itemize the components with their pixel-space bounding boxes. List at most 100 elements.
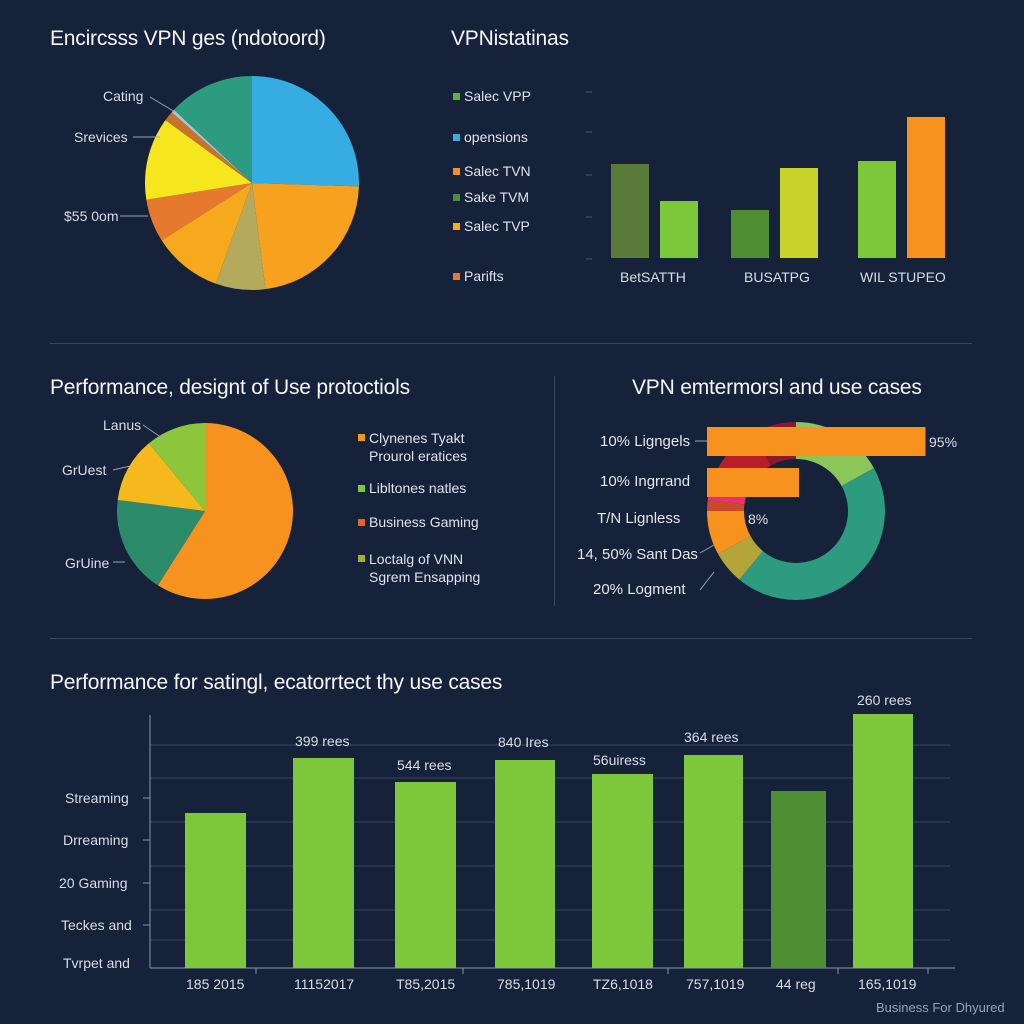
bar1-category-label: BetSATTH (620, 269, 686, 285)
bar1-bar (780, 168, 818, 258)
footer-brand: Business For Dhyured (876, 1000, 1005, 1015)
bar2-category-label: 11152017 (294, 976, 355, 992)
bar2-title: Performance for satingl, ecatorrtect thy… (50, 671, 503, 694)
bar1-title: VPNistatinas (451, 27, 569, 50)
pie1-title: Encircsss VPN ges (ndotoord) (50, 27, 326, 50)
bar1-legend-swatch (453, 222, 460, 230)
donut-bar-value-label: 95% (929, 434, 958, 450)
bar2-ytick-label: Tvrpet and (63, 955, 130, 971)
pie2-title: Performance, designt of Use protoctiols (50, 376, 410, 399)
bar2-data-label: 56uiress (593, 752, 646, 768)
bar1-legend-item: Parifts (453, 268, 504, 284)
pie2-slice (117, 443, 205, 511)
bar1-legend-swatch (453, 133, 460, 141)
donut-bar (707, 427, 926, 456)
section-vdivider (554, 376, 555, 606)
bar1-legend-swatch (453, 167, 460, 175)
bar2-bar (185, 813, 246, 968)
pie2-legend-swatch (358, 484, 365, 492)
pie2-slice (117, 499, 205, 586)
pie2-legend-item: Loctalg of VNN Sgrem Ensapping (358, 550, 480, 586)
bar1-legend-swatch (453, 92, 460, 100)
donut-slice (718, 536, 763, 580)
bar2-data-label: 840 Ires (498, 734, 549, 750)
bar2-ytick-label: Drreaming (63, 832, 129, 848)
pie2-legend-item: Business Gaming (358, 514, 479, 530)
section-divider (50, 343, 972, 344)
pie1-slice (146, 183, 252, 241)
pie2-legend-item: Libltones natles (358, 480, 466, 496)
donut-inner-label: 8% (748, 511, 769, 527)
bar1-bar (858, 161, 896, 258)
bar1-category-label: BUSATPG (744, 269, 810, 285)
bar2-bar (395, 782, 456, 968)
bar1-legend-item: Salec TVN (453, 163, 531, 179)
bar2-data-label: 364 rees (684, 729, 739, 745)
pie2-legend-swatch (358, 555, 365, 562)
bar2-category-label: 185 2015 (186, 976, 245, 992)
bar1-bar (731, 210, 769, 258)
bar1-bar (907, 117, 945, 258)
donut-leader-line (699, 571, 715, 591)
donut-slice (739, 468, 885, 600)
bar2-bar (293, 758, 354, 968)
pie2-label: Lanus (103, 417, 142, 433)
bar1-legend-item: Sake TVM (453, 189, 529, 205)
donut-slice (707, 499, 745, 511)
bar2-bar (592, 774, 653, 968)
donut-label: 10% Ligngels (600, 433, 691, 450)
donut-slice (707, 511, 751, 554)
bar1-bar (660, 201, 698, 258)
bar2-category-label: 44 reg (776, 976, 816, 992)
pie2-leader-line (112, 465, 131, 471)
bar2-category-label: 757,1019 (686, 976, 745, 992)
bar1-legend-swatch (453, 272, 460, 280)
bar2-category-label: 165,1019 (858, 976, 917, 992)
bar1-bar (611, 164, 649, 258)
pie1-slice (215, 183, 266, 290)
pie1-slice (252, 183, 359, 290)
donut-label: 10% Ingrrand (600, 473, 691, 490)
pie1-slice (174, 76, 252, 183)
bar2-category-label: 785,1019 (497, 976, 556, 992)
donut-label: 14, 50% Sant Das (577, 546, 698, 563)
bar2-data-label: 260 rees (857, 692, 912, 708)
donut-label: T/N Lignless (597, 510, 681, 527)
pie1-slice (171, 109, 252, 183)
bar2-data-label: 399 rees (295, 733, 350, 749)
pie1-slice (145, 120, 252, 200)
bar2-ytick-label: 20 Gaming (59, 875, 128, 891)
donut-leader-line (699, 544, 715, 554)
donut-title: VPN emtermorsl and use cases (632, 376, 922, 399)
bar1-legend-item: Salec TVP (453, 218, 530, 234)
section-divider (50, 638, 972, 639)
bar2-ytick-label: Streaming (65, 790, 129, 806)
bar1-legend-item: Salec VPP (453, 88, 531, 104)
pie2-slice (157, 422, 294, 599)
bar1-ticks (586, 91, 592, 260)
pie1-slice (252, 76, 359, 187)
pie2-legend-swatch (358, 434, 365, 441)
bar1-legend-item: opensions (453, 129, 528, 145)
bar2-bar (495, 760, 555, 968)
donut-bar (707, 468, 799, 497)
bar2-ytick-label: Teckes and (61, 917, 132, 933)
bar2-bar (853, 714, 913, 968)
pie2-legend-swatch (358, 518, 365, 526)
bar2-category-label: TZ6,1018 (593, 976, 653, 992)
pie2-label: GrUine (65, 555, 110, 571)
pie1-leader-line (149, 96, 176, 113)
bar1-category-label: WIL STUPEO (860, 269, 946, 285)
pie2-label: GrUest (62, 462, 107, 478)
bar2-data-label: 544 rees (397, 757, 452, 773)
bar2-bar (771, 791, 826, 968)
pie2-legend-item: Clynenes Tyakt Prourol eratices (358, 429, 467, 465)
bar2-category-label: T85,2015 (396, 976, 456, 992)
bar1-legend-swatch (453, 193, 460, 201)
bar2-bar (684, 755, 743, 968)
pie2-slice (148, 423, 205, 511)
